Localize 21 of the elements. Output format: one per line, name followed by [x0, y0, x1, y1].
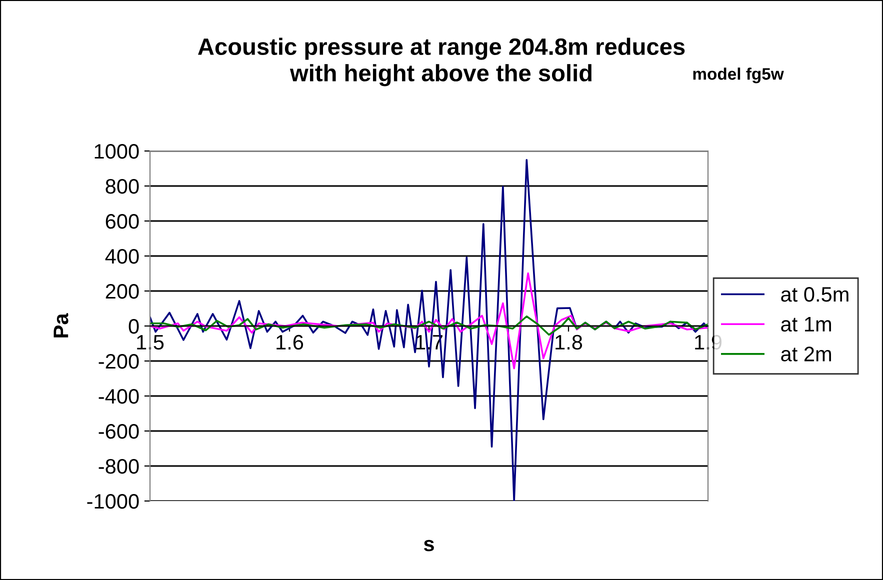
x-axis-title: s — [424, 540, 434, 552]
y-tick-label: -200 — [98, 354, 139, 369]
chart-subtitle: model fg5w — [693, 68, 784, 84]
legend-label: at 0.5m — [781, 287, 848, 302]
legend-label: at 2m — [781, 346, 831, 362]
y-tick-label: 0 — [128, 319, 139, 334]
x-tick-label: 1.5 — [137, 335, 164, 350]
legend-label: at 1m — [781, 317, 831, 332]
y-tick-label: 1000 — [94, 144, 139, 159]
y-tick-label: 400 — [105, 249, 139, 264]
chart-title: Acoustic pressure at range 204.8m reduces with height above the solid — [198, 38, 685, 86]
x-tick-label: 1.8 — [556, 334, 582, 350]
y-tick-label: -400 — [98, 389, 139, 404]
y-tick-label: 800 — [106, 179, 139, 194]
y-tick-label: 200 — [106, 284, 139, 299]
y-tick-label: -800 — [98, 459, 139, 474]
y-tick-label: -1000 — [87, 494, 139, 509]
y-axis-title: Pa — [54, 313, 68, 338]
y-tick-label: -600 — [98, 424, 139, 439]
y-tick-label: 600 — [106, 214, 139, 229]
x-tick-label: 1.6 — [276, 334, 304, 350]
